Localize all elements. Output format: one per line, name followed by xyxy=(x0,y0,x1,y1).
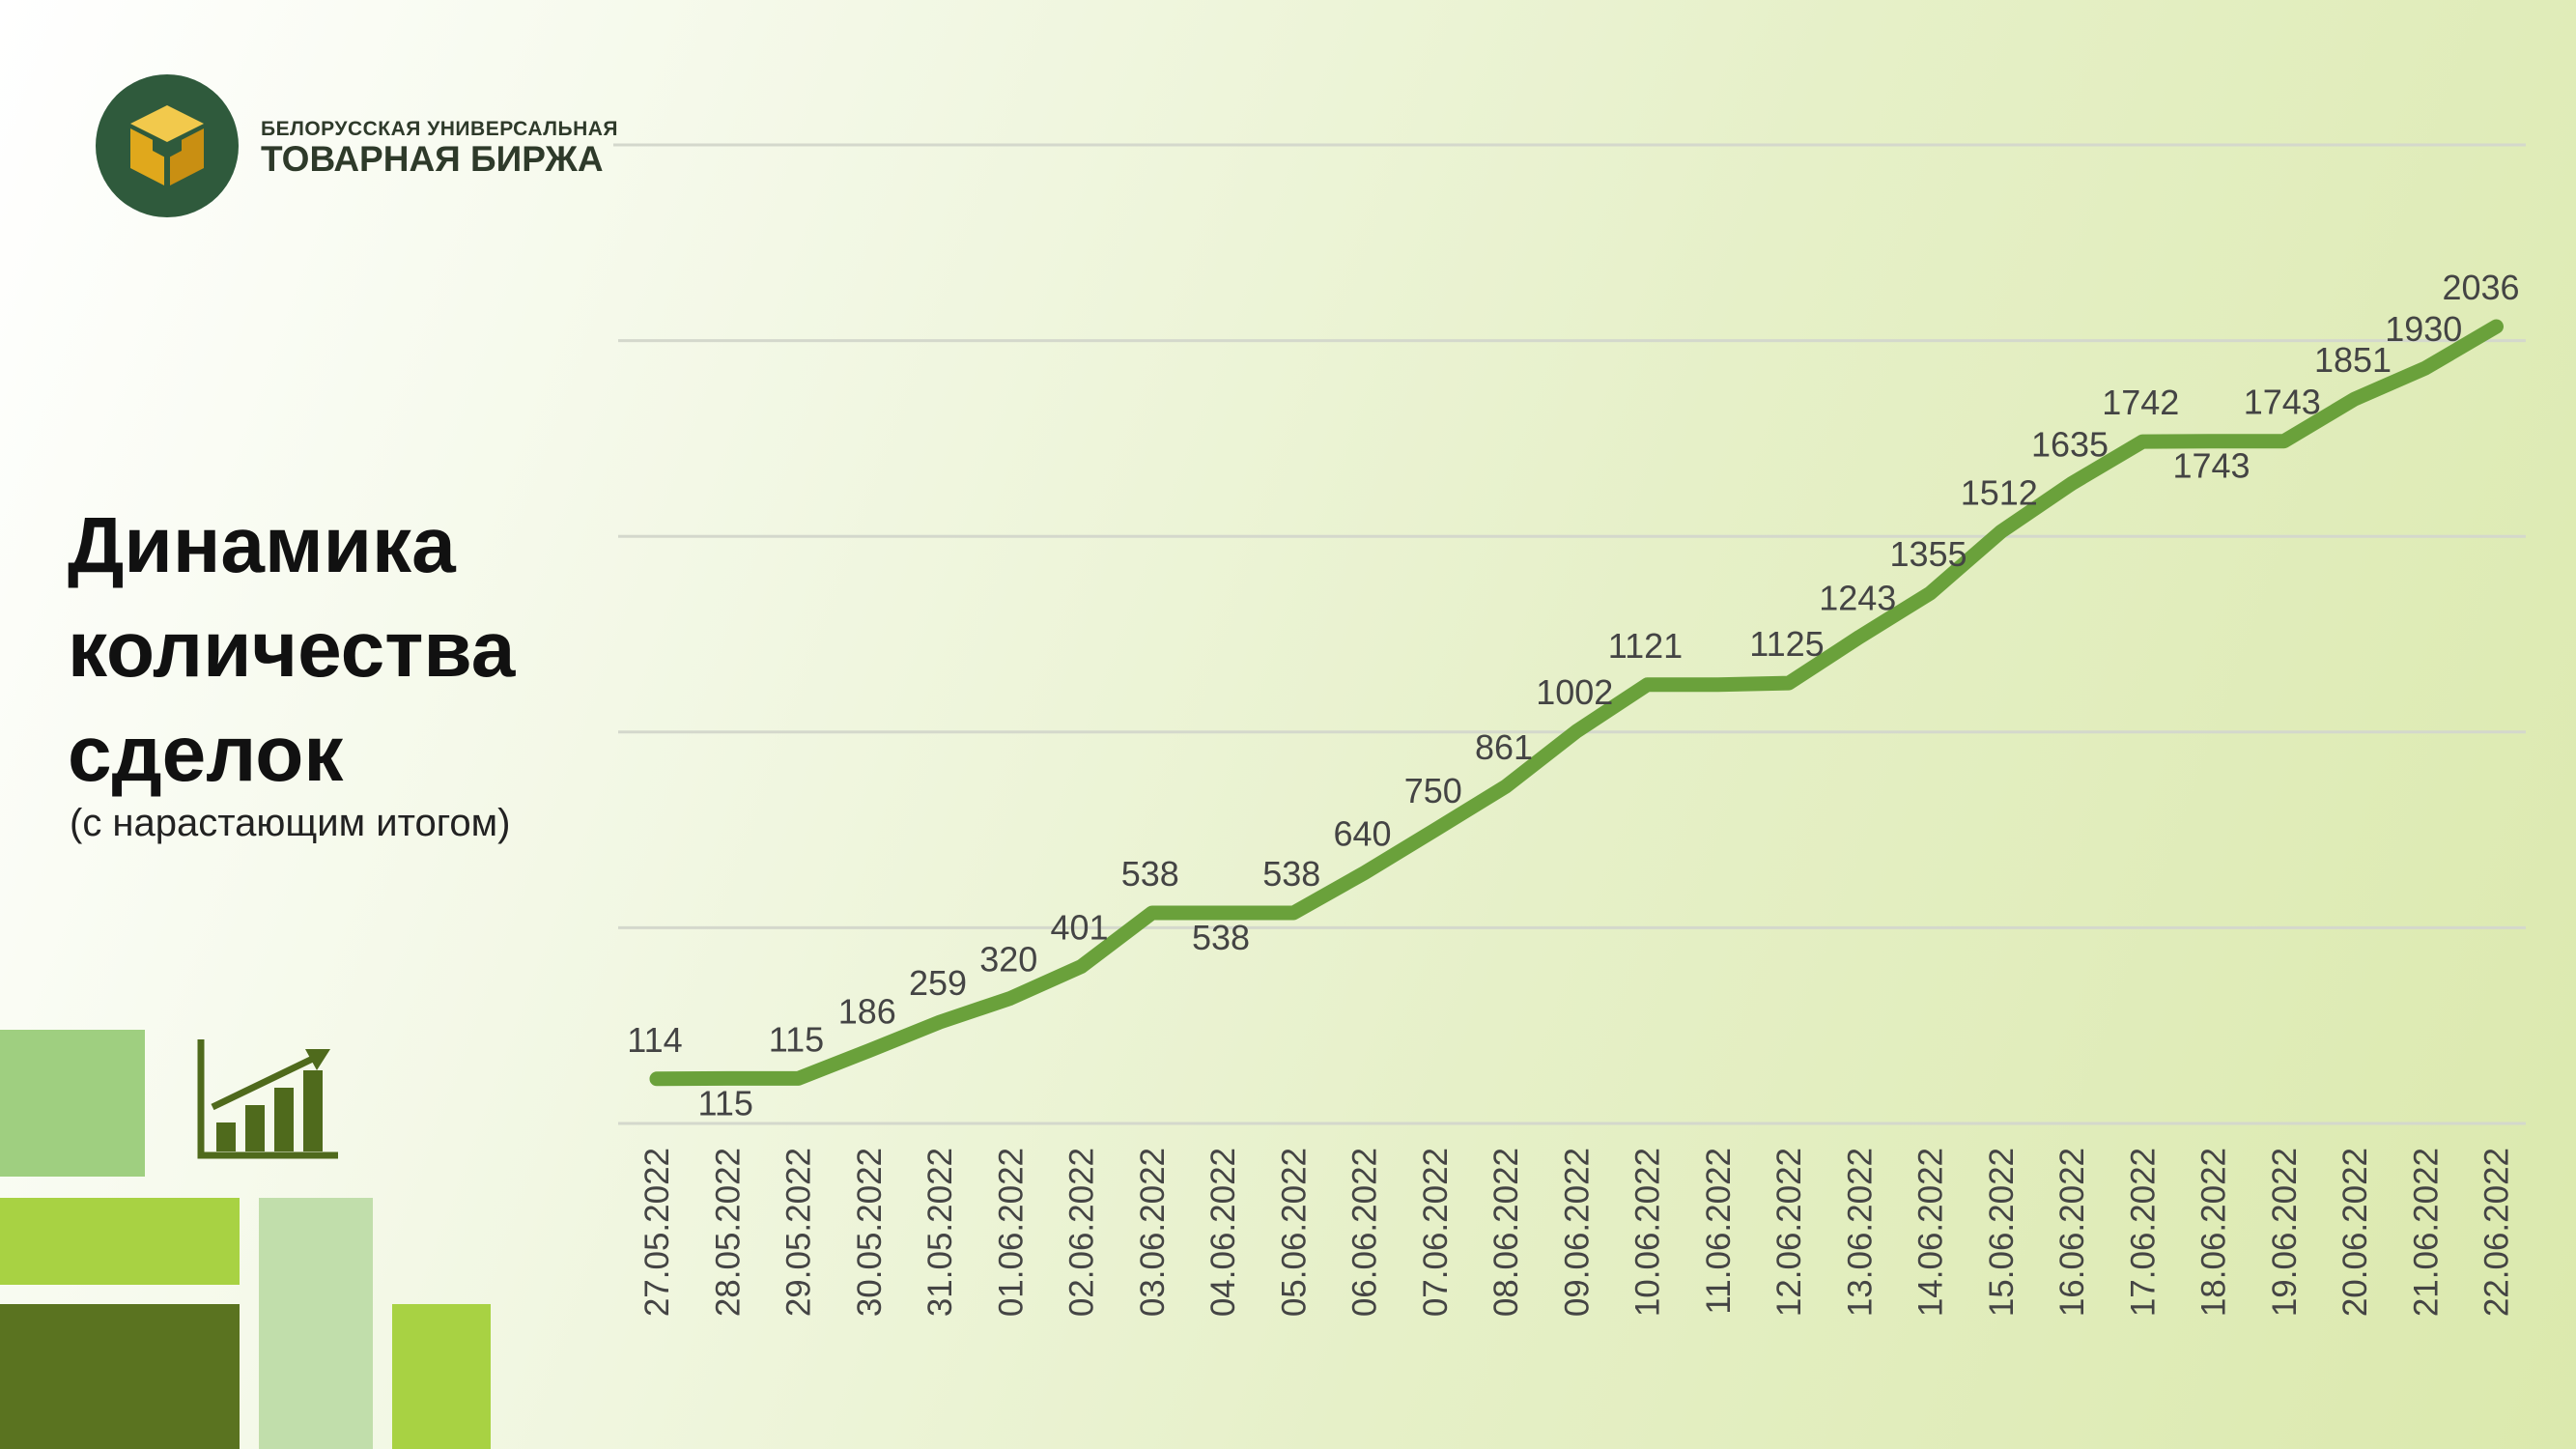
x-tick-label: 28.05.2022 xyxy=(709,1148,747,1317)
decor-block-light xyxy=(0,1030,145,1177)
data-label: 1355 xyxy=(1889,534,1967,574)
x-tick-label: 18.06.2022 xyxy=(2195,1148,2233,1317)
x-tick-label: 27.05.2022 xyxy=(638,1148,676,1317)
data-label: 1742 xyxy=(2102,383,2179,422)
x-tick-label: 16.06.2022 xyxy=(2053,1148,2091,1317)
x-tick-label: 07.06.2022 xyxy=(1417,1148,1455,1317)
x-tick-label: 02.06.2022 xyxy=(1063,1148,1101,1317)
exchange-logo-icon xyxy=(96,74,239,217)
x-tick-label: 12.06.2022 xyxy=(1770,1148,1808,1317)
page-subtitle: (с нарастающим итогом) xyxy=(70,802,511,844)
data-label: 114 xyxy=(627,1020,682,1060)
data-label: 640 xyxy=(1333,814,1391,854)
data-label: 538 xyxy=(1121,854,1179,894)
decor-block-lime xyxy=(0,1198,240,1285)
x-tick-label: 14.06.2022 xyxy=(1912,1148,1950,1317)
logo-text-line2: ТОВАРНАЯ БИРЖА xyxy=(261,139,604,179)
data-label: 1930 xyxy=(2385,309,2462,349)
data-label: 750 xyxy=(1404,771,1462,810)
data-label: 538 xyxy=(1192,918,1250,957)
data-label: 1743 xyxy=(2244,383,2321,422)
data-label: 401 xyxy=(1050,908,1108,948)
x-tick-label: 15.06.2022 xyxy=(1983,1148,2021,1317)
x-tick-label: 01.06.2022 xyxy=(992,1148,1030,1317)
x-tick-label: 10.06.2022 xyxy=(1629,1148,1667,1317)
data-label: 1851 xyxy=(2314,340,2392,380)
decor-block-lime-small xyxy=(392,1304,491,1449)
x-tick-label: 30.05.2022 xyxy=(851,1148,889,1317)
decor-block-dark xyxy=(0,1304,240,1449)
data-label: 1743 xyxy=(2172,446,2250,486)
data-label: 115 xyxy=(769,1019,824,1059)
x-tick-label: 13.06.2022 xyxy=(1841,1148,1879,1317)
data-label: 320 xyxy=(979,939,1037,979)
x-tick-label: 08.06.2022 xyxy=(1487,1148,1525,1317)
data-label: 2036 xyxy=(2442,268,2519,307)
data-label: 186 xyxy=(838,992,896,1032)
data-label: 1125 xyxy=(1749,624,1824,664)
data-label: 1121 xyxy=(1608,626,1683,666)
x-tick-label: 31.05.2022 xyxy=(921,1148,959,1317)
growth-chart-icon xyxy=(197,1039,338,1159)
decor-block-pale xyxy=(259,1198,373,1449)
page-title-line2: количества xyxy=(68,606,516,694)
page-title-line1: Динамика xyxy=(68,501,456,589)
data-label: 1512 xyxy=(1961,472,2038,512)
x-tick-label: 22.06.2022 xyxy=(2478,1148,2516,1317)
data-label: 538 xyxy=(1262,854,1320,894)
x-tick-label: 19.06.2022 xyxy=(2266,1148,2304,1317)
page-title-line3: сделок xyxy=(68,710,344,798)
x-tick-label: 29.05.2022 xyxy=(780,1148,818,1317)
x-tick-label: 03.06.2022 xyxy=(1134,1148,1172,1317)
x-tick-label: 21.06.2022 xyxy=(2407,1148,2445,1317)
data-label: 1635 xyxy=(2031,424,2109,464)
x-tick-label: 06.06.2022 xyxy=(1346,1148,1384,1317)
x-tick-label: 05.06.2022 xyxy=(1275,1148,1313,1317)
data-label: 115 xyxy=(698,1083,753,1122)
logo-text-line1: БЕЛОРУССКАЯ УНИВЕРСАЛЬНАЯ xyxy=(261,118,619,140)
x-tick-label: 20.06.2022 xyxy=(2336,1148,2374,1317)
x-tick-label: 11.06.2022 xyxy=(1700,1148,1738,1315)
data-label: 861 xyxy=(1475,727,1533,767)
x-tick-label: 17.06.2022 xyxy=(2124,1148,2162,1317)
data-label: 259 xyxy=(909,963,967,1003)
series-line xyxy=(649,319,2504,1087)
data-label: 1243 xyxy=(1819,578,1896,617)
x-tick-label: 09.06.2022 xyxy=(1558,1148,1596,1317)
data-label: 1002 xyxy=(1536,672,1613,712)
x-tick-label: 04.06.2022 xyxy=(1204,1148,1242,1317)
